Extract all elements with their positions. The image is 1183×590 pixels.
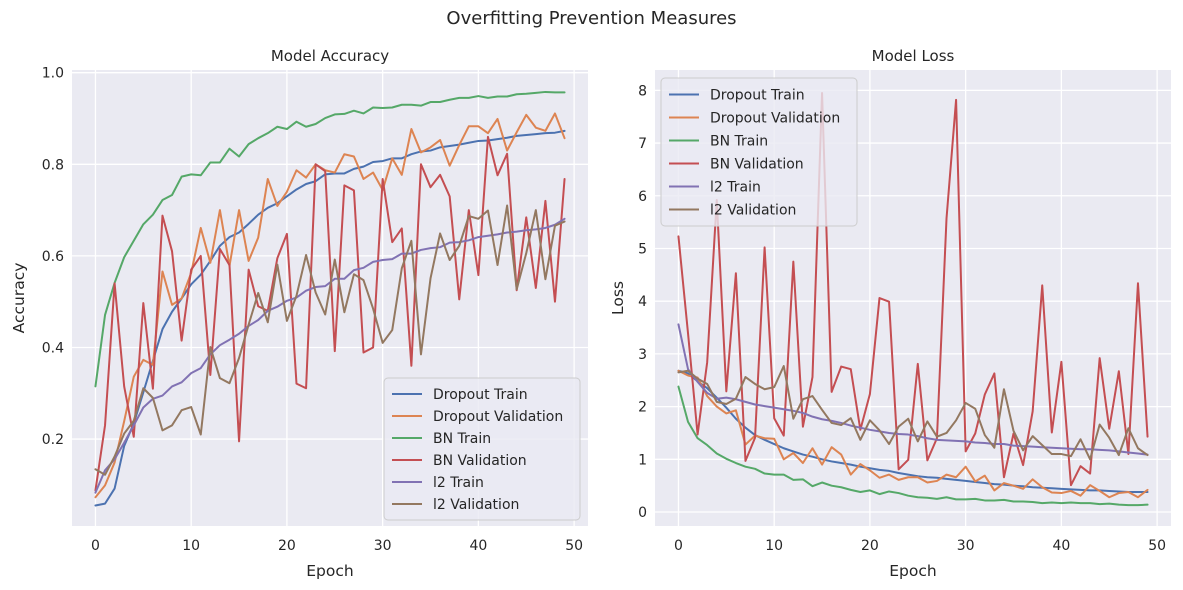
loss-series-line-bn-validation [677, 91, 1149, 487]
loss-x-tick-label: 20 [861, 538, 879, 554]
loss-x-tick-label: 10 [765, 538, 783, 554]
accuracy-legend-entry: Dropout Train [433, 387, 528, 403]
figure-title: Overfitting Prevention Measures [446, 8, 736, 29]
loss-legend: Dropout Train Dropout Validation BN Train B… [660, 77, 858, 227]
accuracy-legend-entry: BN Validation [433, 453, 527, 469]
accuracy-x-tick-label: 10 [182, 538, 200, 554]
accuracy-y-tick-label: 0.4 [42, 340, 64, 356]
accuracy-x-axis-label: Epoch [306, 562, 353, 580]
loss-y-tick-label: 0 [638, 505, 647, 521]
accuracy-chart: 0 10 20 30 40 50 0.2 0.4 0.6 0.8 1.0 Model Accuracy… [10, 47, 588, 580]
accuracy-legend-entry: l2 Validation [433, 497, 519, 513]
loss-y-tick-label: 7 [638, 136, 647, 152]
loss-y-tick-label: 5 [638, 241, 647, 257]
loss-x-tick-label: 0 [674, 538, 683, 554]
loss-y-tick-label: 1 [638, 452, 647, 468]
loss-legend-entry: l2 Validation [710, 203, 796, 219]
accuracy-y-tick-label: 0.6 [42, 249, 64, 265]
accuracy-legend-frame [383, 377, 581, 521]
accuracy-series-line-dropout-validation [94, 112, 566, 499]
accuracy-series-line-l2-validation [94, 204, 566, 476]
accuracy-x-tick-label: 50 [565, 538, 583, 554]
loss-legend-entry: Dropout Validation [710, 111, 840, 127]
loss-legend-entry: BN Train [710, 134, 768, 150]
accuracy-y-tick-label: 0.2 [42, 432, 64, 448]
loss-y-tick-label: 8 [638, 83, 647, 99]
loss-x-tick-label: 50 [1148, 538, 1166, 554]
accuracy-series-line-bn-train [94, 90, 566, 388]
accuracy-legend: Dropout Train Dropout Validation BN Train B… [383, 377, 581, 521]
accuracy-chart-title: Model Accuracy [271, 47, 389, 65]
loss-legend-frame [660, 77, 858, 227]
loss-y-axis-label: Loss [609, 281, 627, 315]
loss-y-tick-label: 3 [638, 347, 647, 363]
accuracy-legend-entry: l2 Train [433, 475, 484, 491]
loss-legend-entry: l2 Train [710, 180, 761, 196]
accuracy-x-tick-label: 20 [278, 538, 296, 554]
loss-series-line-l2-validation [677, 365, 1149, 461]
loss-legend-entry: Dropout Train [710, 88, 805, 104]
accuracy-legend-entry: Dropout Validation [433, 409, 563, 425]
accuracy-legend-entry: BN Train [433, 431, 491, 447]
loss-y-tick-label: 6 [638, 189, 647, 205]
accuracy-x-tick-label: 40 [469, 538, 487, 554]
accuracy-x-tick-label: 0 [91, 538, 100, 554]
loss-legend-entry: BN Validation [710, 157, 804, 173]
accuracy-y-tick-label: 0.8 [42, 157, 64, 173]
loss-x-axis-label: Epoch [889, 562, 936, 580]
loss-y-tick-label: 2 [638, 400, 647, 416]
loss-series-line-l2-train [677, 323, 1149, 456]
accuracy-series-line-dropout-train [94, 129, 566, 507]
accuracy-x-tick-label: 30 [374, 538, 392, 554]
loss-series-line-bn-train [677, 385, 1149, 507]
loss-chart: 0 10 20 30 40 50 0 1 2 3 4 5 6 7 8 Model Loss Epoch Loss D… [609, 47, 1171, 580]
loss-y-tick-label: 4 [638, 294, 647, 310]
loss-x-tick-label: 40 [1052, 538, 1070, 554]
loss-x-tick-label: 30 [957, 538, 975, 554]
loss-chart-title: Model Loss [872, 47, 955, 65]
accuracy-y-axis-label: Accuracy [10, 263, 28, 334]
accuracy-y-tick-label: 1.0 [42, 66, 64, 82]
loss-series-line-dropout-validation [677, 369, 1149, 499]
accuracy-series-line-bn-validation [94, 135, 566, 492]
